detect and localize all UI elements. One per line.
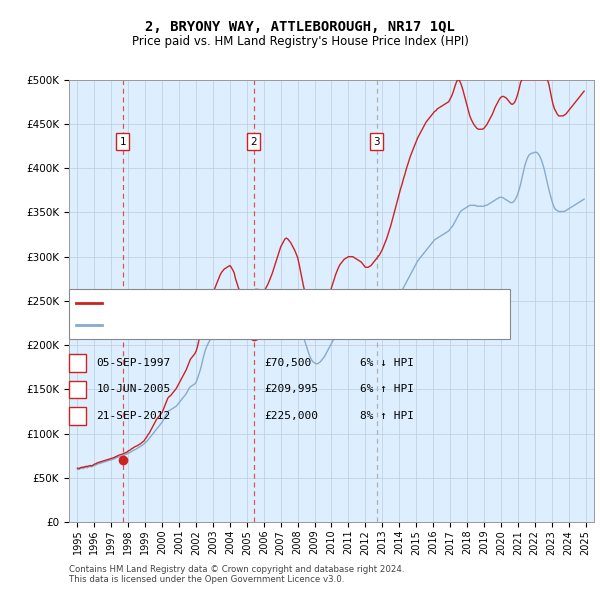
Text: 2, BRYONY WAY, ATTLEBOROUGH, NR17 1QL (detached house): 2, BRYONY WAY, ATTLEBOROUGH, NR17 1QL (d…: [107, 298, 419, 308]
Text: 3: 3: [373, 137, 380, 146]
Text: 21-SEP-2012: 21-SEP-2012: [97, 411, 171, 421]
Text: 1: 1: [119, 137, 126, 146]
Text: 3: 3: [74, 411, 81, 421]
Text: 6% ↓ HPI: 6% ↓ HPI: [360, 358, 414, 368]
Text: £225,000: £225,000: [264, 411, 318, 421]
Text: HPI: Average price, detached house, Breckland: HPI: Average price, detached house, Brec…: [107, 320, 341, 330]
Text: Price paid vs. HM Land Registry's House Price Index (HPI): Price paid vs. HM Land Registry's House …: [131, 35, 469, 48]
Text: 10-JUN-2005: 10-JUN-2005: [97, 385, 171, 394]
Text: £209,995: £209,995: [264, 385, 318, 394]
Text: £70,500: £70,500: [264, 358, 311, 368]
Text: 05-SEP-1997: 05-SEP-1997: [97, 358, 171, 368]
Text: 8% ↑ HPI: 8% ↑ HPI: [360, 411, 414, 421]
Text: 1: 1: [74, 358, 81, 368]
Text: 2, BRYONY WAY, ATTLEBOROUGH, NR17 1QL: 2, BRYONY WAY, ATTLEBOROUGH, NR17 1QL: [145, 19, 455, 34]
Text: 2: 2: [74, 385, 81, 394]
Text: Contains HM Land Registry data © Crown copyright and database right 2024.
This d: Contains HM Land Registry data © Crown c…: [69, 565, 404, 584]
Text: 2: 2: [251, 137, 257, 146]
Text: 6% ↑ HPI: 6% ↑ HPI: [360, 385, 414, 394]
